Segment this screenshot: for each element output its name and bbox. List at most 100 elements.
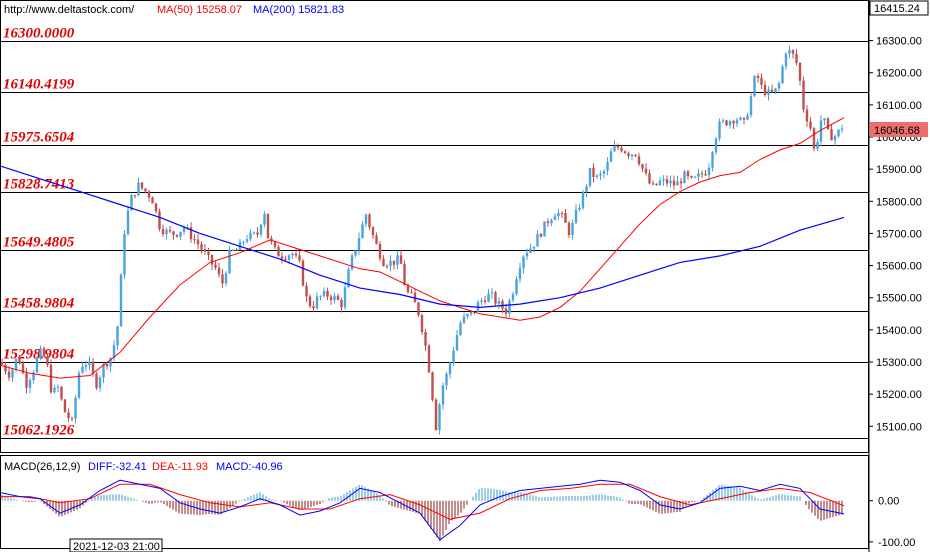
candle-down [382, 258, 385, 267]
candle-up [291, 253, 294, 256]
candle-up [529, 248, 532, 253]
candle-down [560, 212, 564, 214]
candle-up [840, 128, 844, 130]
price-tick-label: 16300.00 [876, 36, 922, 48]
price-tick-label: 15100.00 [876, 421, 922, 433]
candle-up [319, 295, 322, 297]
level-label: 16140.4199 [3, 77, 75, 93]
site-url: http://www.deltastock.com/ [4, 4, 135, 16]
candle-up [28, 380, 32, 388]
candle-down [277, 246, 280, 257]
candle-up [228, 249, 231, 274]
candle-up [459, 322, 462, 336]
price-tick-label: 15600.00 [876, 261, 922, 273]
level-label: 15649.4805 [3, 235, 75, 251]
candle-down [95, 373, 98, 388]
candle-up [536, 233, 539, 247]
candle-up [112, 345, 116, 358]
candle-down [46, 356, 49, 365]
level-label: 16300.0000 [3, 26, 75, 42]
date-label: 2021-12-03 21:00 [73, 541, 160, 552]
candle-up [441, 385, 445, 405]
candle-up [77, 372, 81, 398]
candle-down [298, 255, 301, 261]
candle-down [294, 253, 298, 256]
candle-up [81, 366, 84, 373]
candle-up [109, 357, 112, 367]
candle-down [42, 348, 46, 357]
candle-up [777, 83, 781, 89]
candle-up [746, 115, 749, 120]
candle-up [179, 231, 182, 237]
candle-down [301, 260, 305, 286]
macd-diff-readout: DIFF:-32.41 [88, 461, 147, 473]
candle-up [165, 229, 168, 235]
candle-up [693, 176, 697, 178]
top-price-box [869, 0, 929, 16]
candle-down [812, 128, 816, 149]
candle-down [417, 302, 420, 316]
candle-up [137, 182, 140, 196]
candle-down [172, 231, 175, 235]
candle-up [452, 350, 455, 364]
candle-up [707, 167, 711, 176]
candle-down [284, 258, 287, 260]
candle-up [606, 161, 609, 171]
candle-up [683, 171, 686, 184]
candle-up [445, 374, 448, 386]
current-price-badge [870, 122, 928, 137]
candle-down [494, 292, 497, 304]
candle-up [662, 179, 665, 181]
candle-down [63, 399, 67, 413]
candle-down [830, 129, 833, 141]
candle-down [305, 285, 308, 297]
candle-down [49, 364, 53, 393]
candle-down [616, 146, 620, 148]
candle-down [651, 183, 655, 185]
support-resistance-levels: 16300.0000 16140.4199 15975.6504 15828.7413… [0, 26, 868, 439]
candle-up [816, 141, 819, 149]
candle-down [308, 296, 312, 307]
candle-down [399, 255, 403, 264]
candle-down [567, 222, 571, 235]
candle-down [214, 264, 217, 268]
candle-up [711, 152, 714, 168]
candle-up [599, 173, 602, 176]
candle-up [343, 287, 347, 308]
candle-up [774, 88, 777, 92]
candle-down [623, 151, 627, 154]
candle-down [504, 308, 508, 314]
candle-up [630, 154, 634, 157]
candle-down [221, 274, 224, 284]
candle-down [679, 181, 683, 184]
candle-down [207, 251, 210, 256]
candle-down [329, 296, 333, 301]
candle-up [522, 256, 525, 269]
candle-up [784, 53, 788, 67]
candle-up [819, 120, 823, 142]
candle-up [333, 295, 336, 301]
candle-up [581, 191, 585, 208]
macd-value-readout: MACD:-40.96 [216, 461, 283, 473]
candle-down [280, 256, 284, 259]
candle-down [200, 244, 203, 250]
candle-down [151, 197, 154, 204]
candle-up [315, 296, 319, 309]
candle-up [88, 361, 91, 366]
candle-up [753, 75, 756, 97]
candle-down [378, 243, 382, 259]
macd-diff-line [0, 479, 845, 541]
level-label: 15062.1926 [3, 423, 75, 439]
candle-down [770, 89, 774, 92]
candle-down [539, 233, 543, 237]
candle-down [592, 168, 595, 177]
candle-down [385, 266, 389, 268]
candle-up [396, 255, 399, 265]
candle-up [490, 292, 494, 294]
candle-down [25, 373, 28, 388]
current-price: 16046.68 [874, 125, 920, 137]
candle-down [648, 173, 651, 184]
candle-up [11, 369, 14, 378]
candle-down [91, 361, 95, 374]
candle-down [67, 412, 70, 419]
